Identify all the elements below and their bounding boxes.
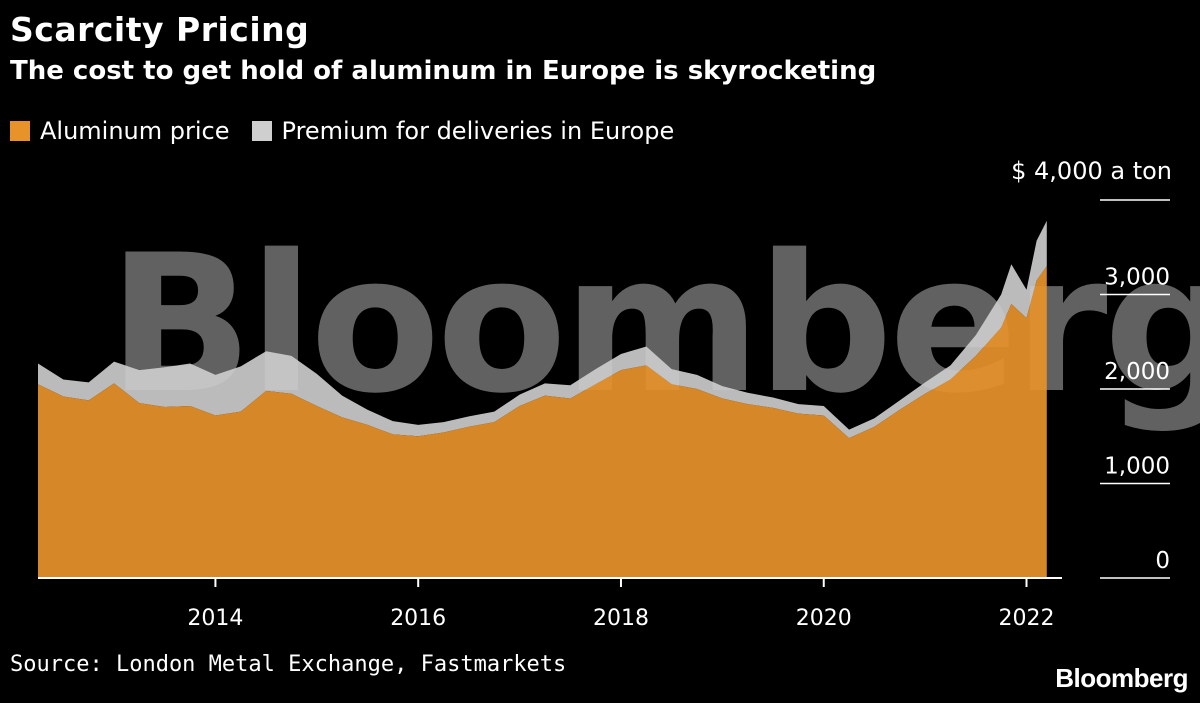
series-area-premium xyxy=(38,220,1047,439)
x-tick-label: 2016 xyxy=(390,606,446,631)
y-tick-label: 2,000 xyxy=(1104,359,1170,385)
legend-label-premium: Premium for deliveries in Europe xyxy=(281,117,675,145)
x-tick-label: 2018 xyxy=(593,606,649,631)
bloomberg-logo: Bloomberg xyxy=(1055,663,1188,693)
legend-label-aluminum: Aluminum price xyxy=(40,117,230,145)
legend-swatch-aluminum xyxy=(10,121,30,141)
chart-subtitle: The cost to get hold of aluminum in Euro… xyxy=(10,56,877,86)
chart-title: Scarcity Pricing xyxy=(10,10,310,49)
y-axis-unit-label: $ 4,000 a ton xyxy=(1011,157,1172,185)
legend-item-aluminum: Aluminum price xyxy=(10,117,230,145)
y-tick-label: 3,000 xyxy=(1104,265,1170,291)
y-tick-label: 0 xyxy=(1155,548,1170,574)
x-tick-label: 2022 xyxy=(999,606,1055,631)
chart-legend: Aluminum price Premium for deliveries in… xyxy=(10,117,696,145)
x-tick-label: 2020 xyxy=(796,606,852,631)
legend-swatch-premium xyxy=(251,121,272,141)
source-note: Source: London Metal Exchange, Fastmarke… xyxy=(10,652,567,677)
legend-item-premium: Premium for deliveries in Europe xyxy=(251,117,675,145)
series-area-aluminum xyxy=(38,266,1047,578)
y-tick-label: 1,000 xyxy=(1104,454,1170,480)
x-tick-label: 2014 xyxy=(187,606,243,631)
